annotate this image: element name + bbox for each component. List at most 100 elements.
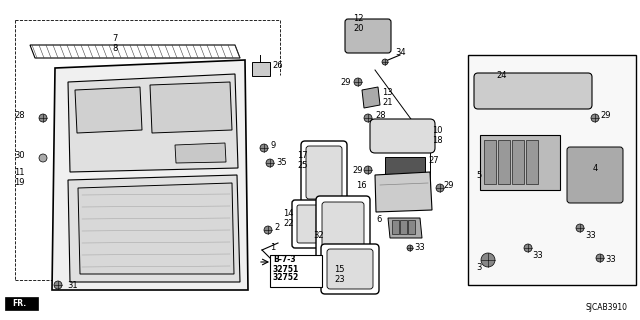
FancyBboxPatch shape	[297, 205, 325, 243]
Text: 12: 12	[353, 13, 364, 22]
Text: 21: 21	[382, 98, 392, 107]
Circle shape	[260, 144, 268, 152]
Text: 33: 33	[585, 230, 596, 239]
Circle shape	[364, 166, 372, 174]
Circle shape	[436, 184, 444, 192]
Polygon shape	[175, 143, 226, 163]
Text: 33: 33	[532, 251, 543, 260]
Text: 8: 8	[112, 44, 117, 52]
Text: 24: 24	[496, 70, 506, 79]
Text: 33: 33	[605, 255, 616, 265]
Text: 18: 18	[432, 135, 443, 145]
Text: FR.: FR.	[12, 299, 26, 308]
Circle shape	[354, 78, 362, 86]
Text: 14: 14	[283, 209, 294, 218]
Bar	[526, 140, 538, 184]
Text: 28: 28	[375, 110, 386, 119]
Text: 7: 7	[112, 34, 117, 43]
Polygon shape	[30, 45, 240, 58]
FancyBboxPatch shape	[345, 19, 391, 53]
Bar	[270, 255, 322, 287]
Text: 13: 13	[382, 87, 392, 97]
Bar	[498, 140, 510, 184]
Text: 4: 4	[593, 164, 598, 172]
Bar	[252, 62, 270, 76]
Text: 20: 20	[353, 23, 364, 33]
Text: 33: 33	[414, 244, 425, 252]
FancyBboxPatch shape	[322, 202, 364, 256]
Polygon shape	[52, 60, 248, 290]
Circle shape	[39, 114, 47, 122]
Circle shape	[576, 224, 584, 232]
Text: 32752: 32752	[273, 274, 300, 283]
Bar	[408, 220, 415, 234]
Text: 22: 22	[283, 219, 294, 228]
Bar	[468, 55, 636, 285]
Text: 1: 1	[270, 244, 275, 252]
Text: 29: 29	[340, 77, 351, 86]
Text: SJCAB3910: SJCAB3910	[586, 303, 628, 312]
Circle shape	[481, 253, 495, 267]
FancyBboxPatch shape	[306, 146, 342, 199]
Polygon shape	[150, 82, 232, 133]
Text: 5: 5	[476, 171, 481, 180]
Text: 32: 32	[313, 230, 324, 239]
Bar	[392, 220, 399, 234]
Text: 10: 10	[432, 125, 442, 134]
Circle shape	[591, 114, 599, 122]
Circle shape	[266, 159, 274, 167]
Text: 29: 29	[600, 110, 611, 119]
FancyBboxPatch shape	[292, 200, 330, 248]
Text: 15: 15	[334, 266, 344, 275]
FancyBboxPatch shape	[327, 249, 373, 289]
Text: 31: 31	[67, 281, 77, 290]
Text: 30: 30	[14, 150, 24, 159]
Text: 27: 27	[428, 156, 438, 164]
Text: 26: 26	[272, 60, 283, 69]
Circle shape	[596, 254, 604, 262]
FancyBboxPatch shape	[474, 73, 592, 109]
Text: 3: 3	[476, 263, 481, 273]
Circle shape	[54, 281, 62, 289]
Polygon shape	[5, 297, 38, 310]
Text: 11: 11	[14, 167, 24, 177]
Text: 28: 28	[14, 110, 24, 119]
FancyBboxPatch shape	[301, 141, 347, 204]
Polygon shape	[375, 172, 432, 212]
Text: 17: 17	[297, 150, 308, 159]
Circle shape	[524, 244, 532, 252]
Text: 35: 35	[276, 157, 287, 166]
FancyBboxPatch shape	[316, 196, 370, 262]
Text: 6: 6	[376, 215, 381, 225]
Polygon shape	[78, 183, 234, 274]
Circle shape	[264, 226, 272, 234]
Circle shape	[407, 245, 413, 251]
Text: 29: 29	[352, 165, 362, 174]
Polygon shape	[75, 87, 142, 133]
Circle shape	[39, 154, 47, 162]
Text: 2: 2	[274, 223, 279, 233]
Circle shape	[382, 59, 388, 65]
Text: 19: 19	[14, 178, 24, 187]
Polygon shape	[68, 74, 238, 172]
Text: B-7-3: B-7-3	[273, 255, 296, 265]
Circle shape	[364, 114, 372, 122]
Text: 29: 29	[443, 180, 454, 189]
FancyBboxPatch shape	[567, 147, 623, 203]
Text: 9: 9	[270, 140, 275, 149]
Bar	[480, 135, 560, 190]
Bar	[385, 157, 425, 179]
Bar	[348, 22, 388, 50]
Polygon shape	[362, 87, 380, 108]
Text: 23: 23	[334, 276, 344, 284]
Bar	[400, 220, 407, 234]
FancyBboxPatch shape	[370, 119, 435, 153]
Bar	[484, 140, 496, 184]
FancyBboxPatch shape	[321, 244, 379, 294]
Bar	[512, 140, 524, 184]
Text: 32751: 32751	[273, 265, 300, 274]
Text: 25: 25	[297, 161, 307, 170]
Text: 34: 34	[395, 47, 406, 57]
Polygon shape	[388, 218, 422, 238]
Text: 16: 16	[356, 180, 367, 189]
